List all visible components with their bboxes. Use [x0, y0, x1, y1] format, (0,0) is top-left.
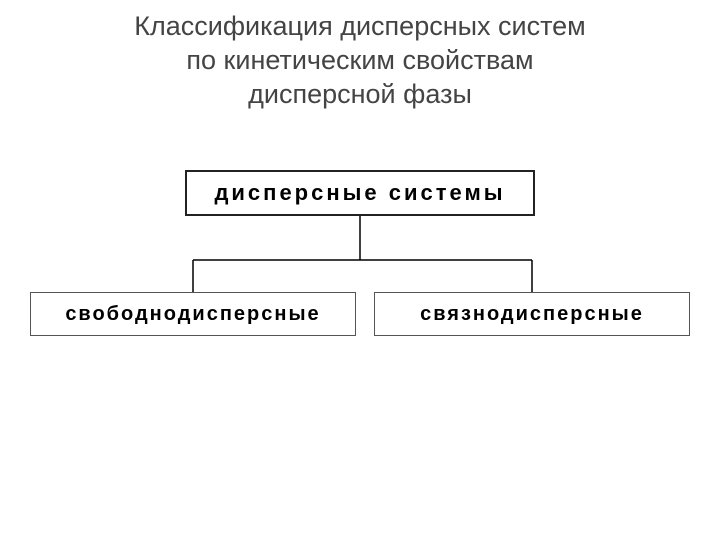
- node-right: связнодисперсные: [374, 292, 690, 336]
- node-root-label: дисперсные системы: [214, 180, 505, 206]
- node-left: свободнодисперсные: [30, 292, 356, 336]
- node-right-label: связнодисперсные: [420, 303, 644, 326]
- title-line3: дисперсной фазы: [248, 79, 472, 109]
- title-line1: Классификация дисперсных систем: [134, 11, 586, 41]
- node-root: дисперсные системы: [185, 170, 535, 216]
- title-line2: по кинетическим свойствам: [186, 45, 533, 75]
- node-left-label: свободнодисперсные: [65, 303, 320, 326]
- tree-diagram: дисперсные системы свободнодисперсные св…: [0, 170, 720, 390]
- connector-lines: [193, 216, 532, 292]
- slide-title: Классификация дисперсных систем по кинет…: [0, 0, 720, 111]
